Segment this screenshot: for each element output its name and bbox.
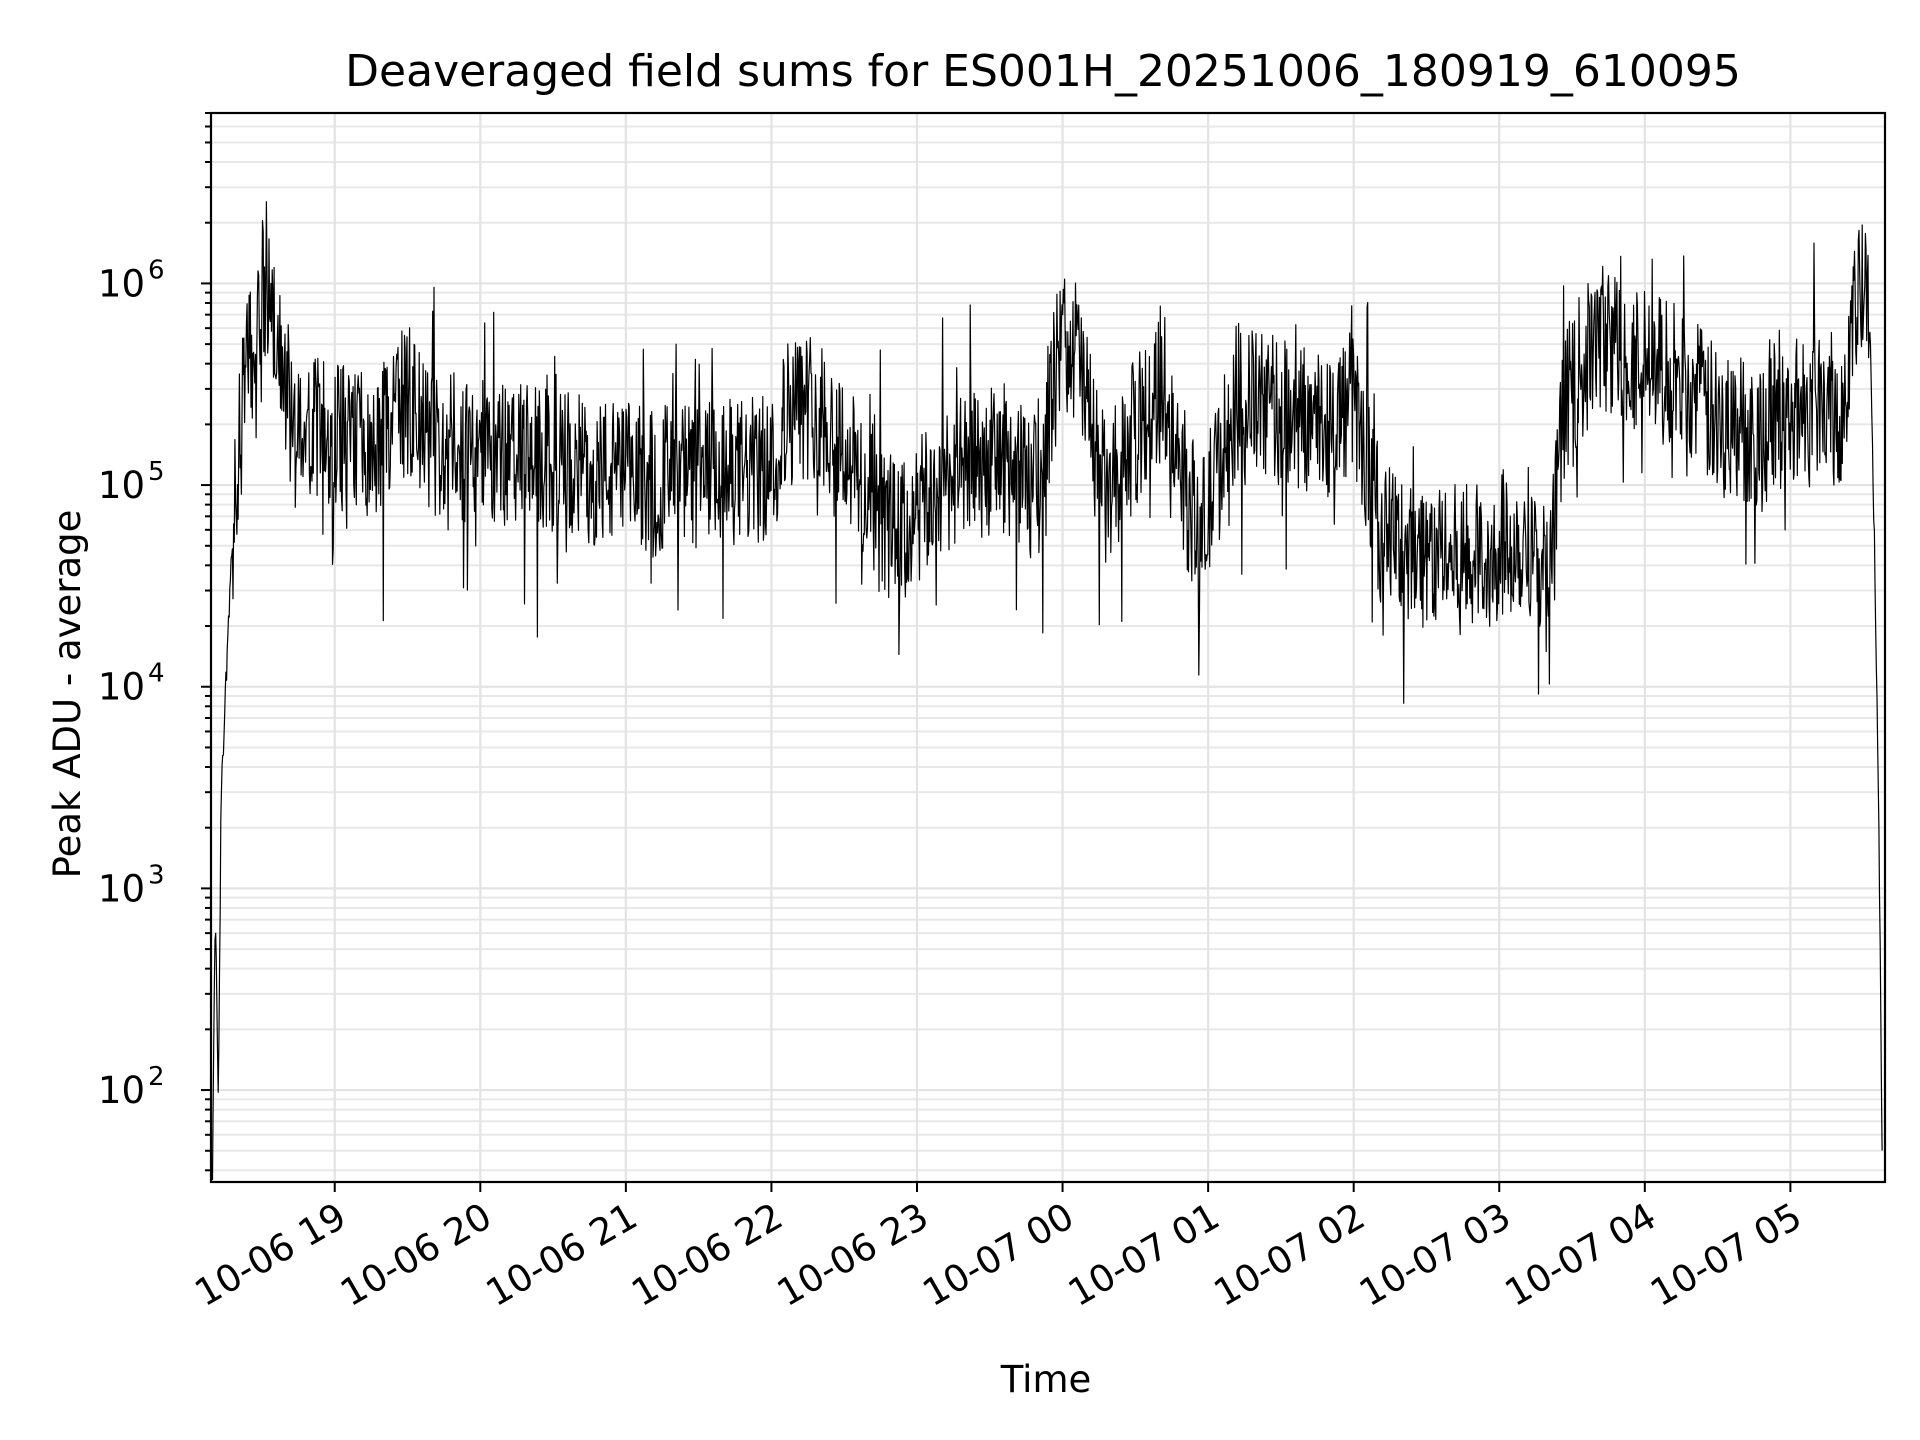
y-tick-exponent: 5	[148, 457, 165, 487]
y-tick-exponent: 2	[148, 1062, 165, 1092]
y-tick-label: 10	[98, 262, 145, 305]
y-axis-label: Peak ADU - average	[46, 510, 89, 879]
y-tick-label: 10	[98, 464, 145, 507]
y-tick-label: 10	[98, 666, 145, 709]
chart-title: Deaveraged field sums for ES001H_2025100…	[345, 46, 1741, 97]
plot-area	[211, 201, 1883, 1181]
y-tick-label: 10	[98, 867, 145, 910]
y-tick-exponent: 3	[148, 860, 165, 890]
x-axis-label: Time	[1000, 1358, 1092, 1401]
axes-frame	[209, 111, 1887, 1184]
y-tick-label: 10	[98, 1069, 145, 1112]
series-line	[211, 201, 1883, 1181]
y-tick-exponent: 4	[148, 659, 165, 689]
y-tick-exponent: 6	[148, 255, 165, 285]
